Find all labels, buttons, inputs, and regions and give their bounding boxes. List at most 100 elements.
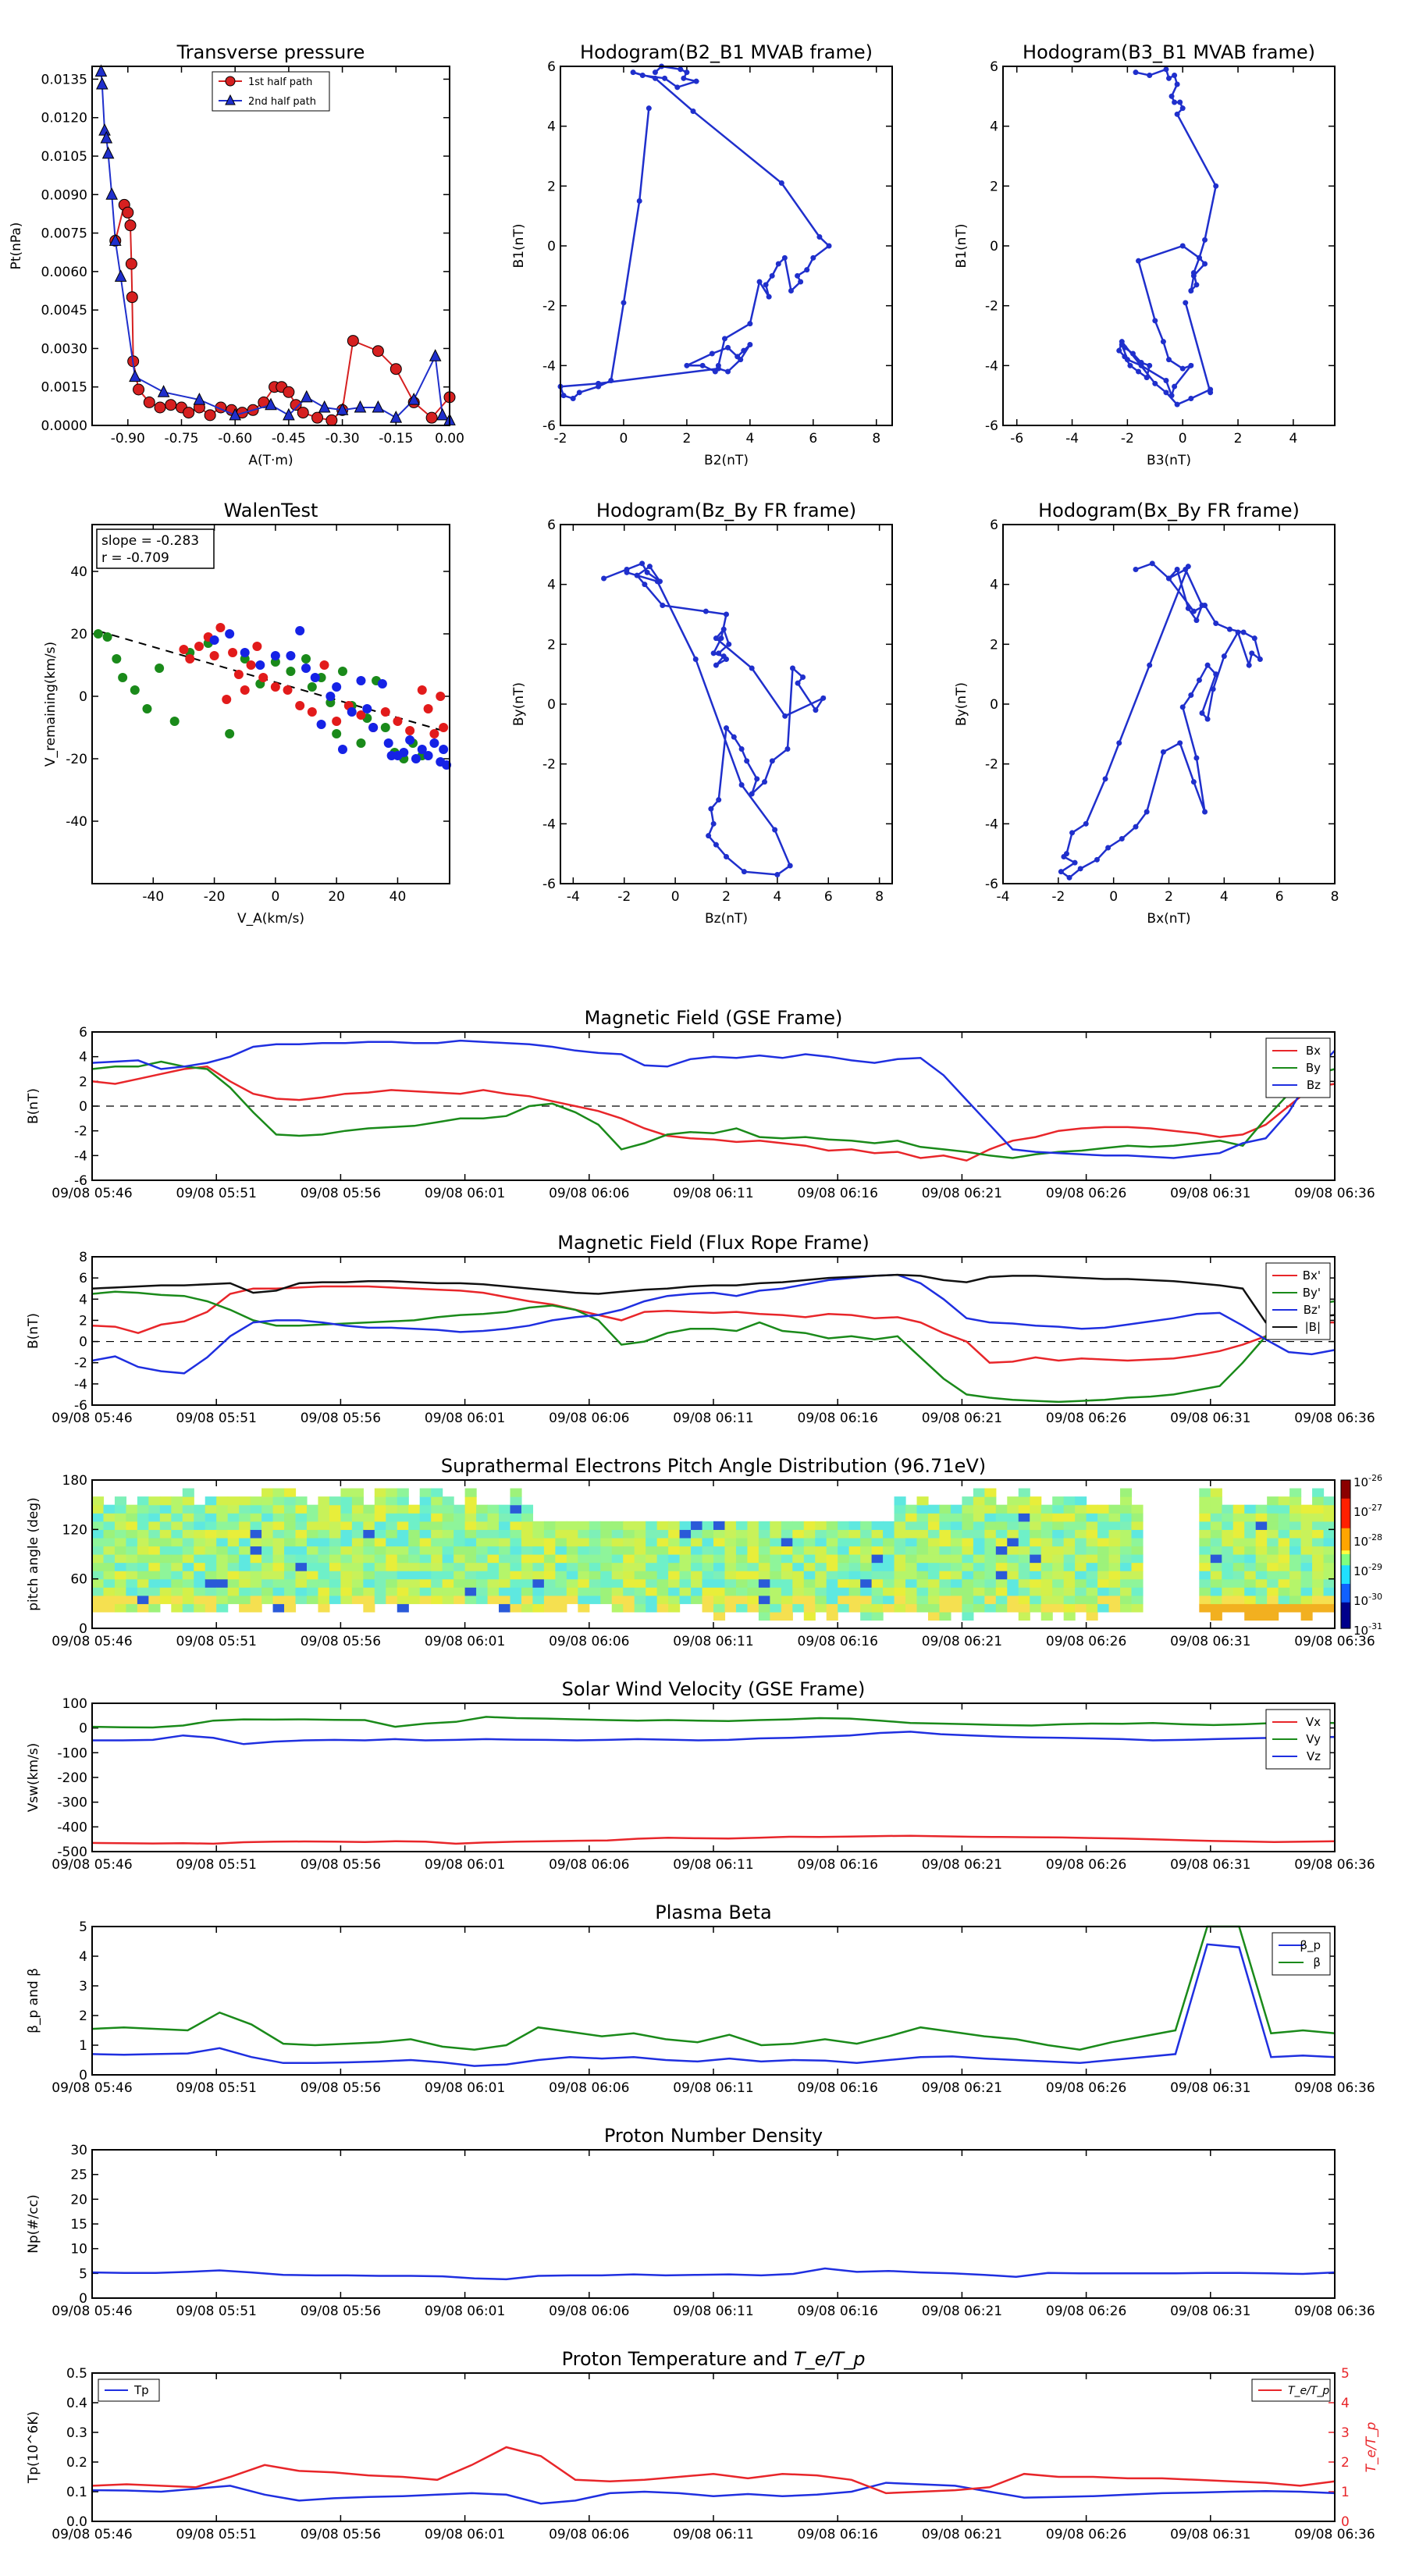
vsw-xtick-label: 09/08 05:51: [176, 1857, 257, 1873]
hodogram-point: [560, 393, 567, 399]
hodo-b3b1-ytick-label: 0: [990, 239, 998, 254]
heatmap-cell: [781, 1611, 793, 1621]
heatmap-cell: [623, 1603, 635, 1613]
heatmap-cell: [419, 1529, 432, 1539]
heatmap-cell: [1030, 1603, 1042, 1613]
heatmap-cell: [656, 1554, 669, 1564]
heatmap-cell: [499, 1554, 511, 1564]
np-ytick-label: 0: [79, 2291, 87, 2307]
heatmap-cell: [1267, 1521, 1279, 1530]
heatmap-cell: [758, 1537, 770, 1547]
hodo-b2b1-ylabel: B1(nT): [511, 224, 527, 269]
heatmap-cell: [735, 1595, 749, 1604]
heatmap-cell: [702, 1562, 714, 1571]
hodogram-point: [747, 321, 753, 327]
pad-ylabel: pitch angle (deg): [26, 1497, 41, 1611]
heatmap-cell: [1289, 1504, 1302, 1514]
heatmap-cell: [1108, 1537, 1121, 1547]
series-|B|-line: [91, 1273, 1336, 1324]
b-gse-ytick-label: 4: [79, 1050, 87, 1066]
heatmap-cell: [1232, 1571, 1245, 1580]
heatmap-cell: [1312, 1595, 1325, 1604]
series-0-point: [183, 407, 195, 419]
walen-point: [411, 754, 421, 763]
heatmap-cell: [1278, 1521, 1290, 1530]
heatmap-cell: [329, 1571, 341, 1580]
heatmap-cell: [973, 1513, 985, 1522]
heatmap-cell: [702, 1595, 714, 1604]
heatmap-cell: [205, 1496, 217, 1506]
heatmap-cell: [250, 1554, 262, 1564]
heatmap-cell: [454, 1595, 466, 1604]
heatmap-cell: [1086, 1513, 1098, 1522]
walen-point: [301, 654, 311, 664]
hodogram-point: [1149, 560, 1155, 567]
heatmap-cell: [103, 1562, 116, 1571]
series-1-point: [354, 400, 367, 413]
heatmap-cell: [476, 1504, 489, 1514]
walen-frame: [91, 524, 450, 884]
colorbar-segment: [1341, 1546, 1350, 1551]
heatmap-cell: [216, 1504, 229, 1514]
heatmap-cell: [894, 1578, 906, 1588]
tp-ytick-right-label: 5: [1341, 2366, 1350, 2382]
hodogram-point: [1202, 261, 1208, 267]
heatmap-cell: [374, 1537, 386, 1547]
heatmap-cell: [1267, 1578, 1279, 1588]
heatmap-cell: [668, 1546, 681, 1555]
heatmap-cell: [306, 1554, 319, 1564]
hodo-bzby-xlabel: Bz(nT): [705, 911, 748, 927]
heatmap-cell: [284, 1504, 297, 1514]
hodo-bxby-title: Hodogram(Bx_By FR frame): [1038, 500, 1300, 521]
vsw-xtick-label: 09/08 05:46: [52, 1857, 132, 1873]
hodo-b3b1-xtick-label: -2: [1121, 431, 1134, 447]
series-1-point: [114, 269, 127, 282]
heatmap-cell: [239, 1504, 251, 1514]
heatmap-cell: [272, 1571, 285, 1580]
heatmap-cell: [962, 1587, 974, 1596]
heatmap-cell: [770, 1537, 782, 1547]
hodogram-point: [1166, 357, 1172, 363]
heatmap-cell: [340, 1504, 353, 1514]
series-1-point: [98, 123, 111, 136]
tp-xtick-label: 09/08 06:16: [798, 2527, 878, 2542]
heatmap-cell: [205, 1603, 217, 1613]
heatmap-cell: [871, 1554, 884, 1564]
hodogram-point: [1179, 105, 1186, 112]
heatmap-cell: [679, 1521, 692, 1530]
heatmap-cell: [1052, 1571, 1065, 1580]
heatmap-cell: [261, 1529, 274, 1539]
heatmap-cell: [860, 1595, 873, 1604]
heatmap-cell: [916, 1513, 929, 1522]
hodogram-point: [1251, 635, 1257, 642]
np-xtick-label: 09/08 06:11: [673, 2304, 753, 2319]
heatmap-cell: [1323, 1595, 1336, 1604]
hodogram-point: [1077, 866, 1083, 872]
heatmap-cell: [995, 1504, 1008, 1514]
walen-point: [356, 738, 366, 748]
series-1-point: [229, 407, 242, 421]
heatmap-cell: [114, 1513, 127, 1522]
hodogram-point: [738, 782, 745, 788]
heatmap-cell: [272, 1504, 285, 1514]
heatmap-cell: [386, 1521, 398, 1530]
heatmap-cell: [1030, 1504, 1042, 1514]
hodogram-point: [725, 344, 731, 350]
hodogram-point: [1172, 383, 1178, 390]
heatmap-cell: [148, 1571, 161, 1580]
hodogram-point: [1102, 776, 1108, 782]
heatmap-cell: [318, 1554, 330, 1564]
heatmap-cell: [1255, 1571, 1268, 1580]
colorbar-segment: [1341, 1610, 1350, 1614]
heatmap-cell: [295, 1496, 308, 1506]
hodogram-bx-by-chart: Hodogram(Bx_By FR frame)-4 -2 0 2 4 6 8-6-4-20…: [954, 500, 1339, 927]
heatmap-cell: [239, 1546, 251, 1555]
heatmap-cell: [1244, 1578, 1257, 1588]
heatmap-cell: [860, 1521, 873, 1530]
heatmap-cell: [995, 1562, 1008, 1571]
heatmap-cell: [1040, 1521, 1053, 1530]
legend-label: By: [1306, 1061, 1321, 1075]
heatmap-cell: [1007, 1603, 1019, 1613]
heatmap-cell: [883, 1603, 895, 1613]
